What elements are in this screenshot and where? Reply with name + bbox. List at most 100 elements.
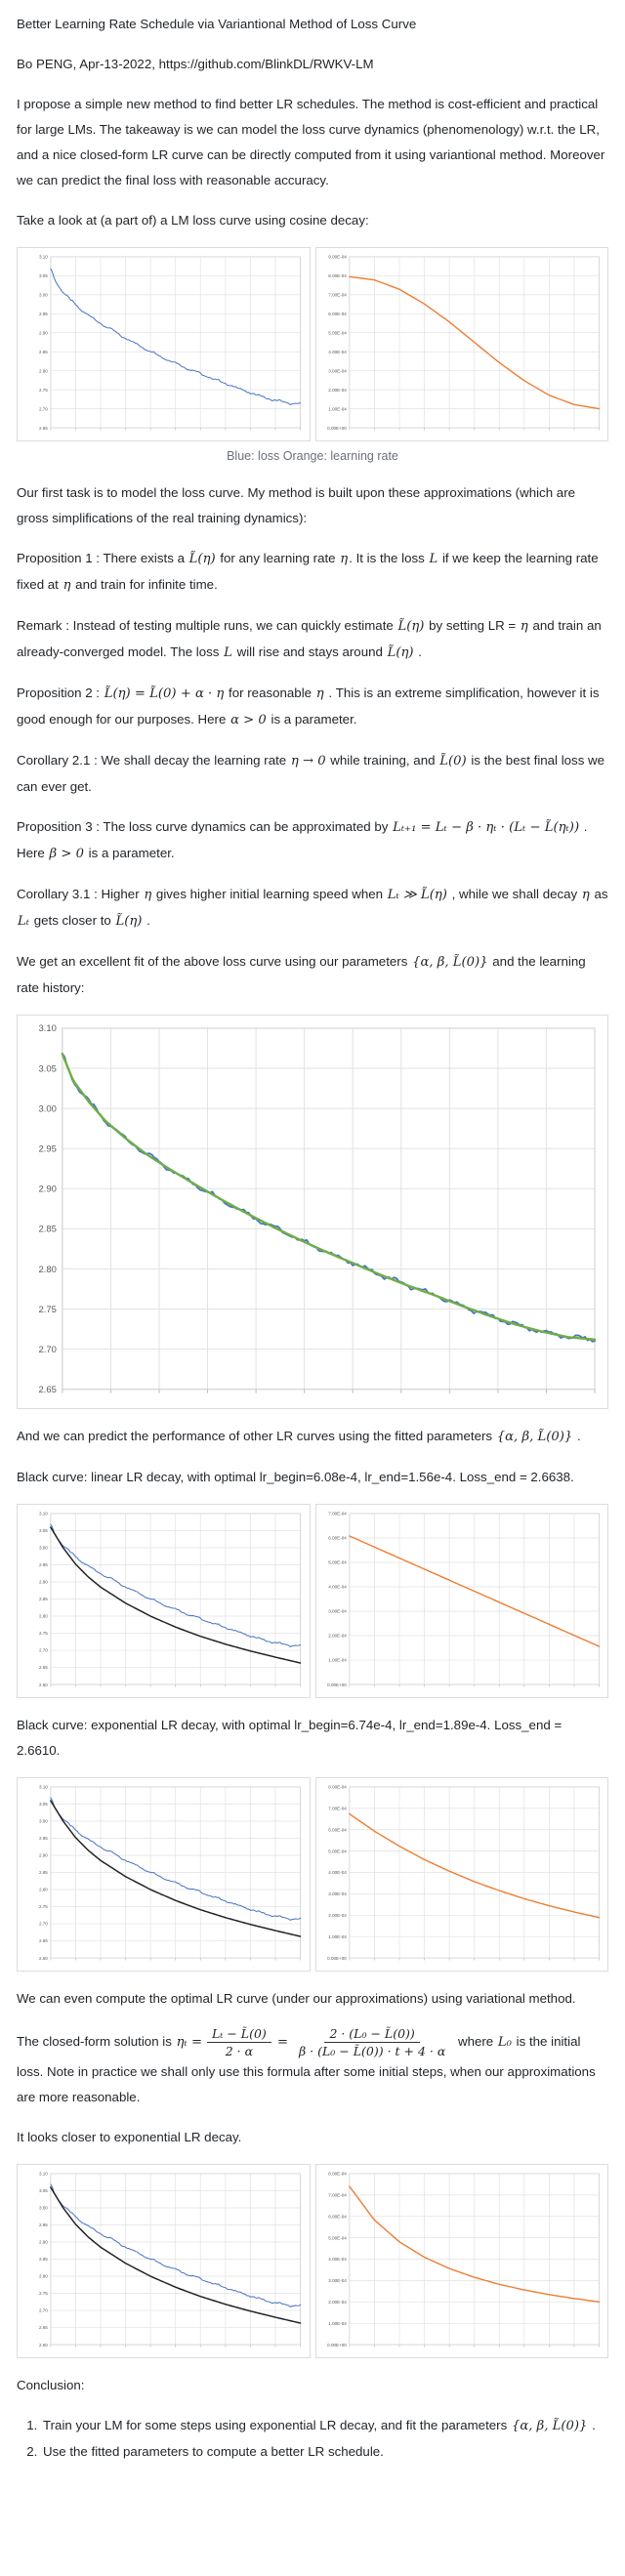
svg-text:3.05: 3.05 xyxy=(39,2188,48,2193)
svg-text:2.65: 2.65 xyxy=(38,1385,56,1395)
math-inline: Lₜ ≫ L̃(η) xyxy=(387,888,447,902)
svg-text:3.00E-04: 3.00E-04 xyxy=(328,2278,347,2283)
fraction-1-numerator: Lₜ − L̃(0) xyxy=(207,2026,271,2044)
variational-loss-chart: 3.10 3.05 3.00 2.95 2.90 2.85 2.80 2.75 2.70 2.65… xyxy=(17,2163,311,2358)
fraction-2-denominator: β · (L₀ − L̃(0)) · t + 4 · α xyxy=(298,2044,446,2059)
chart-caption: Blue: loss Orange: learning rate xyxy=(227,449,398,463)
variational-lr-chart-svg: 8.00E-04 7.00E-04 6.00E-04 5.00E-04 4.00E-04… xyxy=(315,2164,607,2357)
svg-text:1.00E-04: 1.00E-04 xyxy=(328,1934,347,1939)
conclusion-list: Train your LM for some steps using expon… xyxy=(17,2413,608,2465)
chart-pair-variational: 3.10 3.05 3.00 2.95 2.90 2.85 2.80 2.75 2.70 2.65… xyxy=(17,2163,608,2358)
chart-pair-exponential: 3.10 3.05 3.00 2.95 2.90 2.85 2.80 2.75 2.70 2.65… xyxy=(17,1776,608,1972)
svg-text:7.00E-04: 7.00E-04 xyxy=(328,2192,347,2197)
linear-lr-chart-svg: 7.00E-04 6.00E-04 5.00E-04 4.00E-04 3.00E-04… xyxy=(315,1504,607,1697)
svg-text:2.65: 2.65 xyxy=(39,2325,48,2330)
svg-text:2.70: 2.70 xyxy=(39,1921,48,1926)
svg-text:2.00E-04: 2.00E-04 xyxy=(328,388,347,393)
conclusion-item-1: Train your LM for some steps using expon… xyxy=(41,2413,608,2439)
document-page: Better Learning Rate Schedule via Varian… xyxy=(0,0,625,2478)
math-inline: L̃(η) xyxy=(387,645,414,660)
svg-text:3.05: 3.05 xyxy=(39,1802,48,1807)
svg-text:0.00E+00: 0.00E+00 xyxy=(327,426,347,431)
svg-text:3.10: 3.10 xyxy=(39,1784,48,1789)
intro-paragraph: I propose a simple new method to find be… xyxy=(17,97,605,187)
svg-text:2.90: 2.90 xyxy=(39,1579,48,1584)
first-task-paragraph: Our first task is to model the loss curv… xyxy=(17,485,576,525)
svg-text:4.00E-04: 4.00E-04 xyxy=(328,1584,347,1589)
cosine-loss-chart-svg: 3.10 3.05 3.00 2.95 2.90 2.85 2.80 2.75 2.70 2.65 xyxy=(18,248,310,440)
svg-text:0.00E+00: 0.00E+00 xyxy=(327,1955,347,1960)
exp-loss-chart: 3.10 3.05 3.00 2.95 2.90 2.85 2.80 2.75 2.70 2.65… xyxy=(17,1776,311,1972)
svg-text:2.70: 2.70 xyxy=(38,1345,56,1355)
math-inline: ηₜ = xyxy=(176,2035,202,2051)
svg-text:6.00E-04: 6.00E-04 xyxy=(328,1827,347,1832)
svg-text:2.80: 2.80 xyxy=(39,2274,48,2279)
closed-form-fraction-1: Lₜ − L̃(0) 2 · α xyxy=(207,2026,271,2059)
fraction-1-denominator: 2 · α xyxy=(225,2044,254,2059)
svg-text:2.90: 2.90 xyxy=(39,2240,48,2245)
svg-text:2.90: 2.90 xyxy=(39,1852,48,1857)
linear-loss-chart-svg: 3.10 3.05 3.00 2.95 2.90 2.85 2.80 2.75 2.70 2.65… xyxy=(18,1504,310,1697)
chart-pair-cosine: 3.10 3.05 3.00 2.95 2.90 2.85 2.80 2.75 2.70 2.65… xyxy=(17,247,608,441)
svg-text:2.65: 2.65 xyxy=(39,1938,48,1943)
svg-text:0.00E+00: 0.00E+00 xyxy=(327,1682,347,1686)
equals-sign: = xyxy=(276,2035,288,2051)
svg-text:3.00: 3.00 xyxy=(38,1103,56,1114)
math-inline: α > 0 xyxy=(230,713,267,727)
math-inline: β > 0 xyxy=(49,847,84,861)
svg-text:2.75: 2.75 xyxy=(39,2291,48,2296)
svg-text:8.00E-04: 8.00E-04 xyxy=(328,273,347,278)
exponential-similarity-note: It looks closer to exponential LR decay. xyxy=(17,2129,242,2144)
svg-text:1.00E-04: 1.00E-04 xyxy=(328,406,347,411)
svg-text:2.75: 2.75 xyxy=(39,1631,48,1636)
conclusion-item-2: Use the fitted parameters to compute a b… xyxy=(41,2439,608,2465)
svg-text:3.00: 3.00 xyxy=(39,1818,48,1823)
math-inline: η xyxy=(62,578,71,593)
svg-text:2.60: 2.60 xyxy=(39,1955,48,1960)
svg-text:5.00E-04: 5.00E-04 xyxy=(328,1559,347,1564)
svg-text:2.70: 2.70 xyxy=(39,2308,48,2313)
svg-text:2.60: 2.60 xyxy=(39,1682,48,1686)
svg-text:2.75: 2.75 xyxy=(38,1305,56,1315)
svg-text:2.85: 2.85 xyxy=(39,1597,48,1601)
corollary-3-1: Corollary 3.1 : Higher η gives higher in… xyxy=(17,887,608,929)
svg-text:2.60: 2.60 xyxy=(39,2343,48,2347)
exponential-decay-result: Black curve: exponential LR decay, with … xyxy=(17,1717,562,1758)
svg-text:9.00E-04: 9.00E-04 xyxy=(328,255,347,260)
math-inline: {α, β, L̃(0)} xyxy=(496,1429,573,1444)
svg-text:2.00E-04: 2.00E-04 xyxy=(328,1913,347,1918)
loss-fit-chart: 3.10 3.05 3.00 2.95 2.90 2.85 2.80 2.75 2.70 2.65 xyxy=(17,1015,608,1409)
math-inline: L̃(η) xyxy=(188,552,216,566)
svg-text:2.90: 2.90 xyxy=(38,1184,56,1195)
svg-text:3.10: 3.10 xyxy=(39,255,48,260)
math-inline: Lₜ₊₁ = Lₜ − β · ηₜ · (Lₜ − L̃(ηₜ)) xyxy=(393,820,580,835)
conclusion-heading: Conclusion: xyxy=(17,2377,85,2392)
svg-text:7.00E-04: 7.00E-04 xyxy=(328,1806,347,1810)
svg-text:2.80: 2.80 xyxy=(38,1265,56,1275)
svg-text:4.00E-04: 4.00E-04 xyxy=(328,2257,347,2262)
cosine-loss-chart: 3.10 3.05 3.00 2.95 2.90 2.85 2.80 2.75 2.70 2.65 xyxy=(17,247,311,441)
svg-text:8.00E-04: 8.00E-04 xyxy=(328,1784,347,1789)
svg-text:2.80: 2.80 xyxy=(39,1887,48,1891)
svg-text:2.85: 2.85 xyxy=(39,1870,48,1875)
linear-decay-result: Black curve: linear LR decay, with optim… xyxy=(17,1469,574,1484)
math-inline: η xyxy=(315,686,324,701)
byline: Bo PENG, Apr-13-2022, https://github.com… xyxy=(17,57,374,71)
svg-text:2.85: 2.85 xyxy=(39,350,48,354)
math-inline: {α, β, L̃(0)} xyxy=(511,2418,588,2433)
svg-text:5.00E-04: 5.00E-04 xyxy=(328,2235,347,2240)
svg-text:2.70: 2.70 xyxy=(39,1647,48,1652)
svg-text:2.95: 2.95 xyxy=(39,2223,48,2227)
variational-loss-chart-svg: 3.10 3.05 3.00 2.95 2.90 2.85 2.80 2.75 2.70 2.65… xyxy=(18,2164,310,2357)
svg-text:3.05: 3.05 xyxy=(38,1063,56,1074)
svg-text:6.00E-04: 6.00E-04 xyxy=(328,1535,347,1540)
closed-form-lead: The closed-form solution is ηₜ = xyxy=(17,2034,202,2051)
proposition-2: Proposition 2 : L̃(η) = L̃(0) + α · η fo… xyxy=(17,686,600,727)
math-inline: η xyxy=(144,888,152,902)
svg-text:3.00E-04: 3.00E-04 xyxy=(328,1608,347,1613)
math-inline: L xyxy=(429,552,438,566)
math-inline: L₀ xyxy=(497,2035,512,2051)
math-inline: L̃(η) = L̃(0) + α · η xyxy=(104,686,225,701)
svg-text:2.00E-04: 2.00E-04 xyxy=(328,1633,347,1638)
math-inline: η xyxy=(581,888,590,902)
